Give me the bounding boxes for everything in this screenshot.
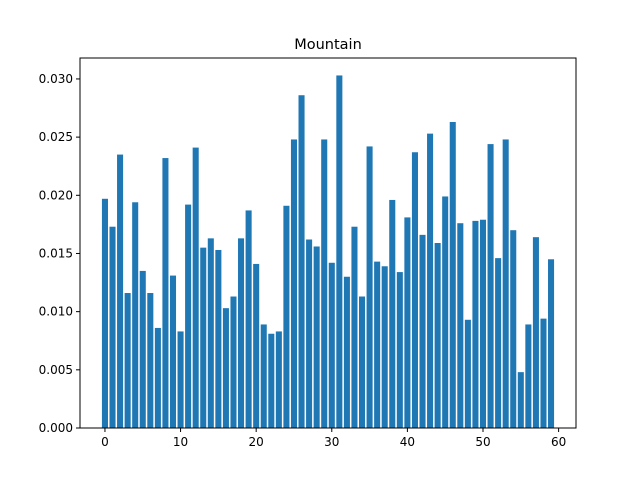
bar xyxy=(479,219,487,428)
bar xyxy=(275,331,282,428)
bar xyxy=(139,270,146,428)
bar xyxy=(192,147,199,428)
bar xyxy=(336,75,343,428)
bar xyxy=(124,293,131,428)
bar xyxy=(449,121,456,429)
x-tick-label: 20 xyxy=(249,435,264,449)
bar xyxy=(464,319,471,428)
y-axis-ticks: 0.000 0.005 0.010 0.015 0.020 0.025 0.030 xyxy=(39,72,80,435)
y-tick-label: 0.015 xyxy=(39,246,73,260)
x-tick-label: 50 xyxy=(475,435,490,449)
bar xyxy=(200,247,207,428)
bar xyxy=(290,139,297,428)
bar xyxy=(374,261,381,428)
plot-frame xyxy=(79,57,577,429)
y-tick-label: 0.005 xyxy=(39,363,73,377)
bar xyxy=(419,234,426,428)
bar xyxy=(260,324,267,428)
bar xyxy=(117,154,124,428)
bar xyxy=(396,272,403,428)
bar xyxy=(532,237,539,428)
bar xyxy=(222,308,229,428)
y-tick-label: 0.000 xyxy=(39,421,73,435)
bar xyxy=(434,243,441,428)
bar xyxy=(472,220,479,428)
bar xyxy=(495,258,502,428)
y-tick-label: 0.030 xyxy=(39,72,73,86)
bar xyxy=(253,263,260,428)
bar xyxy=(268,333,275,428)
bar xyxy=(328,262,335,428)
bar xyxy=(389,199,396,428)
bar xyxy=(132,202,139,428)
bar xyxy=(359,296,366,428)
bar xyxy=(109,226,116,428)
bar xyxy=(238,238,245,428)
chart-title: Mountain xyxy=(294,37,362,53)
x-tick-label: 60 xyxy=(551,435,566,449)
bar xyxy=(147,293,154,428)
bar xyxy=(540,318,547,428)
bar xyxy=(185,204,192,428)
x-tick-label: 10 xyxy=(173,435,188,449)
x-tick-label: 40 xyxy=(400,435,415,449)
bar xyxy=(306,239,313,428)
bar xyxy=(313,246,320,428)
bar xyxy=(162,158,169,428)
bar xyxy=(381,266,388,428)
y-tick-label: 0.020 xyxy=(39,188,73,202)
bar xyxy=(245,210,252,428)
bar xyxy=(442,196,449,428)
bar xyxy=(411,152,418,428)
bar xyxy=(230,296,237,428)
bar xyxy=(321,139,328,428)
bar xyxy=(154,327,161,428)
bar xyxy=(427,133,434,428)
bar xyxy=(177,331,184,428)
x-tick-label: 30 xyxy=(324,435,339,449)
y-tick-label: 0.025 xyxy=(39,130,73,144)
bar xyxy=(525,324,532,428)
bar xyxy=(404,217,411,428)
bar xyxy=(457,223,464,428)
bars-group xyxy=(101,75,555,429)
bar xyxy=(548,259,555,428)
bar xyxy=(351,226,358,428)
bar xyxy=(487,144,494,428)
bar xyxy=(207,238,214,428)
bar xyxy=(502,139,509,428)
bar xyxy=(101,198,108,428)
x-tick-label: 0 xyxy=(101,435,109,449)
bar xyxy=(215,249,222,428)
bar xyxy=(366,146,373,428)
bar xyxy=(283,205,290,428)
bar xyxy=(298,95,305,428)
y-tick-label: 0.010 xyxy=(39,305,73,319)
bar xyxy=(510,230,517,428)
bar xyxy=(343,276,350,428)
x-axis-ticks: 0 10 20 30 40 50 60 xyxy=(101,428,566,449)
bar xyxy=(169,275,177,428)
bar xyxy=(517,372,524,428)
